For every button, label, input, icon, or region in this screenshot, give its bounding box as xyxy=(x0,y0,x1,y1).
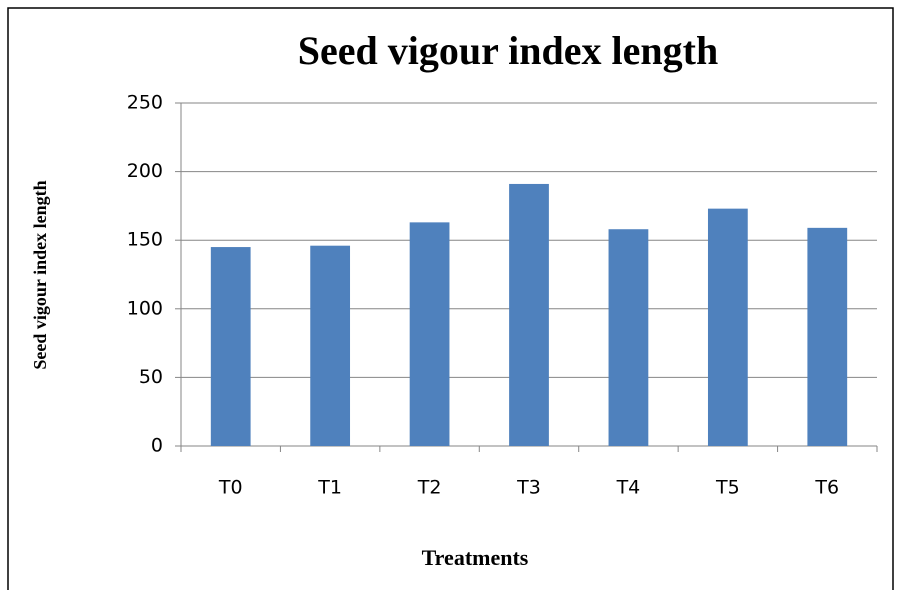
bar xyxy=(210,247,251,446)
x-tick-label: T2 xyxy=(417,477,442,499)
y-tick-label: 0 xyxy=(151,435,163,457)
bar xyxy=(608,229,649,446)
x-axis-label: Treatments xyxy=(422,545,529,570)
y-tick-label: 150 xyxy=(127,229,163,251)
chart-title: Seed vigour index length xyxy=(298,28,718,73)
x-tick-label: T4 xyxy=(616,477,641,499)
y-tick-label: 50 xyxy=(139,366,163,388)
x-tick-label: T6 xyxy=(814,477,839,499)
x-tick-label: T1 xyxy=(317,477,342,499)
y-tick-label: 200 xyxy=(127,160,163,182)
x-tick-label: T0 xyxy=(218,477,243,499)
y-axis-label: Seed vigour index length xyxy=(30,180,50,369)
bar xyxy=(707,208,748,446)
x-tick-label: T3 xyxy=(516,477,541,499)
y-tick-label: 250 xyxy=(127,92,163,114)
bar xyxy=(509,183,549,446)
x-tick-label: T5 xyxy=(715,477,740,499)
bar xyxy=(310,245,351,446)
y-tick-label: 100 xyxy=(127,297,163,319)
bar xyxy=(409,222,450,446)
bar xyxy=(807,227,848,446)
frame xyxy=(7,7,894,590)
